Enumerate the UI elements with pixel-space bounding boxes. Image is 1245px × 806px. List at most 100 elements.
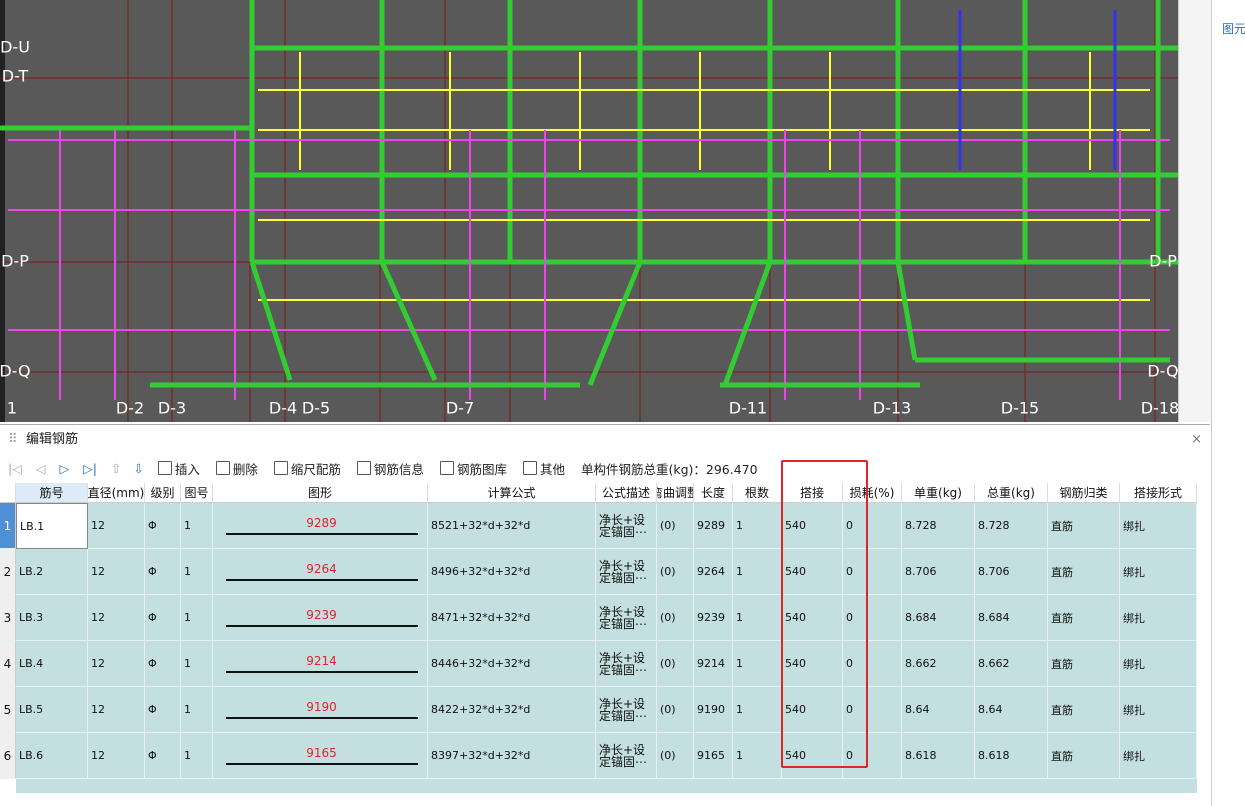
- move-down[interactable]: ⇩: [133, 460, 144, 476]
- column-header[interactable]: 级别: [145, 483, 181, 503]
- table-cell[interactable]: 1: [181, 503, 213, 549]
- column-header[interactable]: 计算公式: [428, 483, 596, 503]
- move-up[interactable]: ⇧: [110, 460, 122, 476]
- table-cell[interactable]: 1: [181, 733, 213, 779]
- table-cell[interactable]: 8.706: [902, 549, 975, 595]
- table-cell[interactable]: 绑扎: [1120, 595, 1197, 641]
- table-cell[interactable]: 8.618: [975, 733, 1048, 779]
- table-cell[interactable]: 0: [843, 549, 902, 595]
- table-cell[interactable]: Φ: [145, 549, 181, 595]
- table-cell[interactable]: 净长+设定锚固⋯: [596, 595, 657, 641]
- table-cell[interactable]: 直筋: [1048, 595, 1120, 641]
- table-cell[interactable]: 绑扎: [1120, 687, 1197, 733]
- table-cell[interactable]: 12: [88, 503, 145, 549]
- table-cell[interactable]: 8422+32*d+32*d: [428, 687, 596, 733]
- table-cell[interactable]: 1: [733, 503, 782, 549]
- table-cell[interactable]: (0): [657, 503, 694, 549]
- table-cell[interactable]: 绑扎: [1120, 549, 1197, 595]
- table-cell[interactable]: 9239: [694, 595, 733, 641]
- table-cell[interactable]: Φ: [145, 503, 181, 549]
- table-cell[interactable]: 540: [782, 641, 843, 687]
- table-cell[interactable]: 净长+设定锚固⋯: [596, 733, 657, 779]
- table-cell[interactable]: 8.684: [902, 595, 975, 641]
- table-cell[interactable]: 8.728: [975, 503, 1048, 549]
- table-cell[interactable]: LB.5: [16, 687, 88, 733]
- toolbar-button[interactable]: 删除: [210, 459, 264, 478]
- table-cell[interactable]: 8.64: [902, 687, 975, 733]
- nav-first[interactable]: |◁: [8, 460, 22, 476]
- table-cell[interactable]: 1: [733, 733, 782, 779]
- toolbar-button[interactable]: 插入: [152, 459, 206, 478]
- table-cell[interactable]: 直筋: [1048, 733, 1120, 779]
- nav-prev[interactable]: ◁: [35, 460, 46, 476]
- table-cell[interactable]: 8.618: [902, 733, 975, 779]
- toolbar-button[interactable]: 其他: [517, 459, 571, 478]
- table-cell[interactable]: 12: [88, 549, 145, 595]
- table-cell[interactable]: 12: [88, 641, 145, 687]
- table-cell[interactable]: 540: [782, 503, 843, 549]
- table-cell[interactable]: 8.662: [902, 641, 975, 687]
- toolbar-button[interactable]: 钢筋信息: [351, 459, 430, 478]
- table-cell[interactable]: 8446+32*d+32*d: [428, 641, 596, 687]
- table-cell[interactable]: Φ: [145, 733, 181, 779]
- table-cell[interactable]: 1: [181, 641, 213, 687]
- table-cell[interactable]: 8.662: [975, 641, 1048, 687]
- table-cell[interactable]: 1: [733, 687, 782, 733]
- toolbar-button[interactable]: 钢筋图库: [434, 459, 513, 478]
- column-header[interactable]: 钢筋归类: [1048, 483, 1120, 503]
- table-cell[interactable]: 8.706: [975, 549, 1048, 595]
- table-cell[interactable]: 8521+32*d+32*d: [428, 503, 596, 549]
- nav-next[interactable]: ▷: [59, 460, 70, 476]
- row-number[interactable]: 5: [0, 687, 16, 733]
- table-cell[interactable]: 1: [733, 595, 782, 641]
- table-cell[interactable]: 1: [181, 687, 213, 733]
- table-cell[interactable]: LB.6: [16, 733, 88, 779]
- column-header[interactable]: 长度: [694, 483, 733, 503]
- table-cell[interactable]: 9264: [694, 549, 733, 595]
- column-header[interactable]: 根数: [733, 483, 782, 503]
- table-cell[interactable]: 9214: [694, 641, 733, 687]
- row-number[interactable]: 1: [0, 503, 16, 549]
- column-header[interactable]: 损耗(%): [843, 483, 902, 503]
- table-cell[interactable]: 9289: [694, 503, 733, 549]
- column-header[interactable]: 搭接形式: [1120, 483, 1197, 503]
- table-cell[interactable]: 0: [843, 595, 902, 641]
- table-cell[interactable]: 绑扎: [1120, 503, 1197, 549]
- table-cell[interactable]: 绑扎: [1120, 733, 1197, 779]
- table-cell[interactable]: 540: [782, 549, 843, 595]
- table-cell[interactable]: 0: [843, 641, 902, 687]
- table-cell[interactable]: 540: [782, 733, 843, 779]
- table-cell[interactable]: 12: [88, 687, 145, 733]
- column-header[interactable]: 总重(kg): [975, 483, 1048, 503]
- table-cell[interactable]: 净长+设定锚固⋯: [596, 687, 657, 733]
- table-cell[interactable]: (0): [657, 641, 694, 687]
- table-cell[interactable]: 净长+设定锚固⋯: [596, 641, 657, 687]
- table-cell[interactable]: 8397+32*d+32*d: [428, 733, 596, 779]
- column-header[interactable]: 筋号: [16, 483, 88, 503]
- table-cell[interactable]: 12: [88, 595, 145, 641]
- table-cell[interactable]: 直筋: [1048, 549, 1120, 595]
- table-cell[interactable]: 8.64: [975, 687, 1048, 733]
- table-cell[interactable]: 净长+设定锚固⋯: [596, 503, 657, 549]
- row-number[interactable]: 6: [0, 733, 16, 779]
- table-cell[interactable]: Φ: [145, 595, 181, 641]
- row-number[interactable]: 4: [0, 641, 16, 687]
- table-cell[interactable]: (0): [657, 595, 694, 641]
- table-cell[interactable]: 1: [181, 595, 213, 641]
- table-cell[interactable]: 0: [843, 687, 902, 733]
- table-cell[interactable]: (0): [657, 549, 694, 595]
- column-header[interactable]: 公式描述: [596, 483, 657, 503]
- table-cell[interactable]: Φ: [145, 641, 181, 687]
- table-cell[interactable]: 540: [782, 595, 843, 641]
- table-cell[interactable]: 直筋: [1048, 687, 1120, 733]
- side-tab[interactable]: 图元: [1222, 22, 1245, 36]
- table-cell[interactable]: LB.4: [16, 641, 88, 687]
- column-header[interactable]: 直径(mm): [88, 483, 145, 503]
- table-cell[interactable]: 直筋: [1048, 503, 1120, 549]
- nav-last[interactable]: ▷|: [83, 460, 97, 476]
- table-cell[interactable]: 0: [843, 733, 902, 779]
- table-cell[interactable]: 8471+32*d+32*d: [428, 595, 596, 641]
- table-cell[interactable]: (0): [657, 687, 694, 733]
- table-cell[interactable]: 绑扎: [1120, 641, 1197, 687]
- table-cell[interactable]: 8.728: [902, 503, 975, 549]
